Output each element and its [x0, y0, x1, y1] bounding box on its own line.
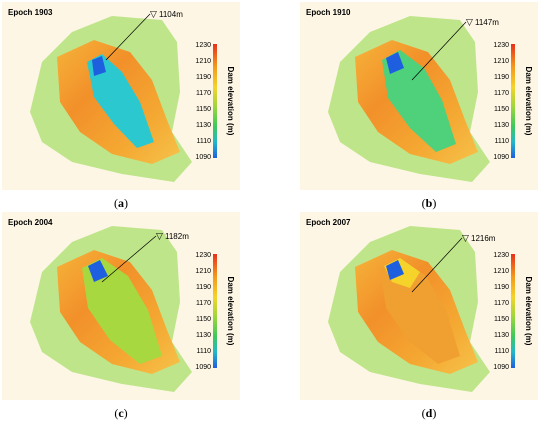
epoch-label: Epoch 1910 [306, 8, 351, 17]
tick: 1230 [195, 252, 211, 259]
tick: 1210 [493, 268, 509, 275]
panel-d: ▽ 1216m 1230 1210 1190 1170 1150 1130 11… [300, 212, 538, 400]
water-level-label: 1182m [165, 232, 189, 241]
epoch-label: Epoch 2007 [306, 218, 351, 227]
epoch-label: Epoch 2004 [8, 218, 53, 227]
colorbar-label: Dam elevation (m) [226, 277, 235, 346]
tick: 1210 [195, 268, 211, 275]
dam-map-a: ▽ 1104m 1230 1210 1190 1170 1150 1130 11… [30, 10, 235, 182]
tick: 1110 [196, 138, 211, 145]
colorbar-ticks: 1230 1210 1190 1170 1150 1130 1110 1090 [195, 252, 211, 371]
water-level-label: 1216m [471, 234, 496, 243]
tick: 1170 [196, 300, 211, 307]
tick: 1150 [494, 106, 509, 113]
panel-b: ▽ 1147m 1230 1210 1190 1170 1150 1130 11… [300, 2, 538, 190]
tick: 1130 [494, 332, 509, 339]
colorbar-label: Dam elevation (m) [524, 67, 533, 136]
tick: 1130 [196, 332, 211, 339]
dam-map-c: ▽ 1182m 1230 1210 1190 1170 1150 1130 11… [30, 226, 235, 392]
deep-water [386, 52, 404, 74]
water-level-leader [101, 235, 157, 283]
panel-a: ▽ 1104m 1230 1210 1190 1170 1150 1130 11… [2, 2, 240, 190]
water-level-triangle: ▽ [462, 234, 469, 244]
tick: 1230 [493, 252, 509, 259]
colorbar [511, 254, 515, 368]
colorbar [213, 44, 217, 158]
caption-c: (c) [114, 406, 128, 420]
caption-a: (a) [114, 196, 128, 210]
water-level-triangle: ▽ [156, 232, 163, 242]
tick: 1150 [196, 106, 211, 113]
caption-b: (b) [421, 196, 437, 210]
reservoir-water [382, 50, 456, 152]
tick: 1090 [195, 364, 211, 371]
tick: 1090 [195, 154, 211, 161]
panel-c: ▽ 1182m 1230 1210 1190 1170 1150 1130 11… [2, 212, 240, 400]
water-level-label: 1147m [475, 18, 499, 27]
water-level-triangle: ▽ [466, 18, 473, 28]
tick: 1210 [195, 58, 211, 65]
deep-water [386, 260, 404, 280]
deep-water [92, 56, 106, 76]
reservoir-water [87, 54, 154, 148]
dam-map-b: ▽ 1147m 1230 1210 1190 1170 1150 1130 11… [328, 16, 533, 182]
colorbar [511, 44, 515, 158]
tick: 1210 [493, 58, 509, 65]
tick: 1190 [494, 74, 509, 81]
tick: 1170 [494, 90, 509, 97]
colorbar-ticks: 1230 1210 1190 1170 1150 1130 1110 1090 [493, 42, 509, 161]
tick: 1090 [493, 154, 509, 161]
colorbar [213, 254, 217, 368]
tick: 1130 [494, 122, 509, 129]
tick: 1150 [196, 316, 211, 323]
tick: 1150 [494, 316, 509, 323]
dam-map-d: ▽ 1216m 1230 1210 1190 1170 1150 1130 11… [328, 226, 533, 392]
tick: 1190 [196, 284, 211, 291]
tick: 1090 [493, 364, 509, 371]
colorbar-ticks: 1230 1210 1190 1170 1150 1130 1110 1090 [195, 42, 211, 161]
colorbar-label: Dam elevation (m) [226, 67, 235, 136]
reservoir-water [82, 258, 162, 364]
caption-d: (d) [421, 406, 437, 420]
tick: 1230 [195, 42, 211, 49]
water-level-leader [411, 21, 467, 81]
epoch-label: Epoch 1903 [8, 8, 53, 17]
tick: 1110 [494, 138, 509, 145]
tick: 1170 [494, 300, 509, 307]
tick: 1190 [494, 284, 509, 291]
colorbar-label: Dam elevation (m) [524, 277, 533, 346]
tick: 1130 [196, 122, 211, 129]
water-level-label: 1104m [159, 10, 183, 19]
tick: 1190 [196, 74, 211, 81]
tick: 1230 [493, 42, 509, 49]
colorbar-ticks: 1230 1210 1190 1170 1150 1130 1110 1090 [493, 252, 509, 371]
water-level-leader [411, 237, 463, 293]
deep-water [88, 260, 108, 282]
water-level-leader [105, 13, 151, 61]
tick: 1110 [494, 348, 509, 355]
tick: 1110 [196, 348, 211, 355]
water-level-triangle: ▽ [150, 10, 157, 20]
tick: 1170 [196, 90, 211, 97]
